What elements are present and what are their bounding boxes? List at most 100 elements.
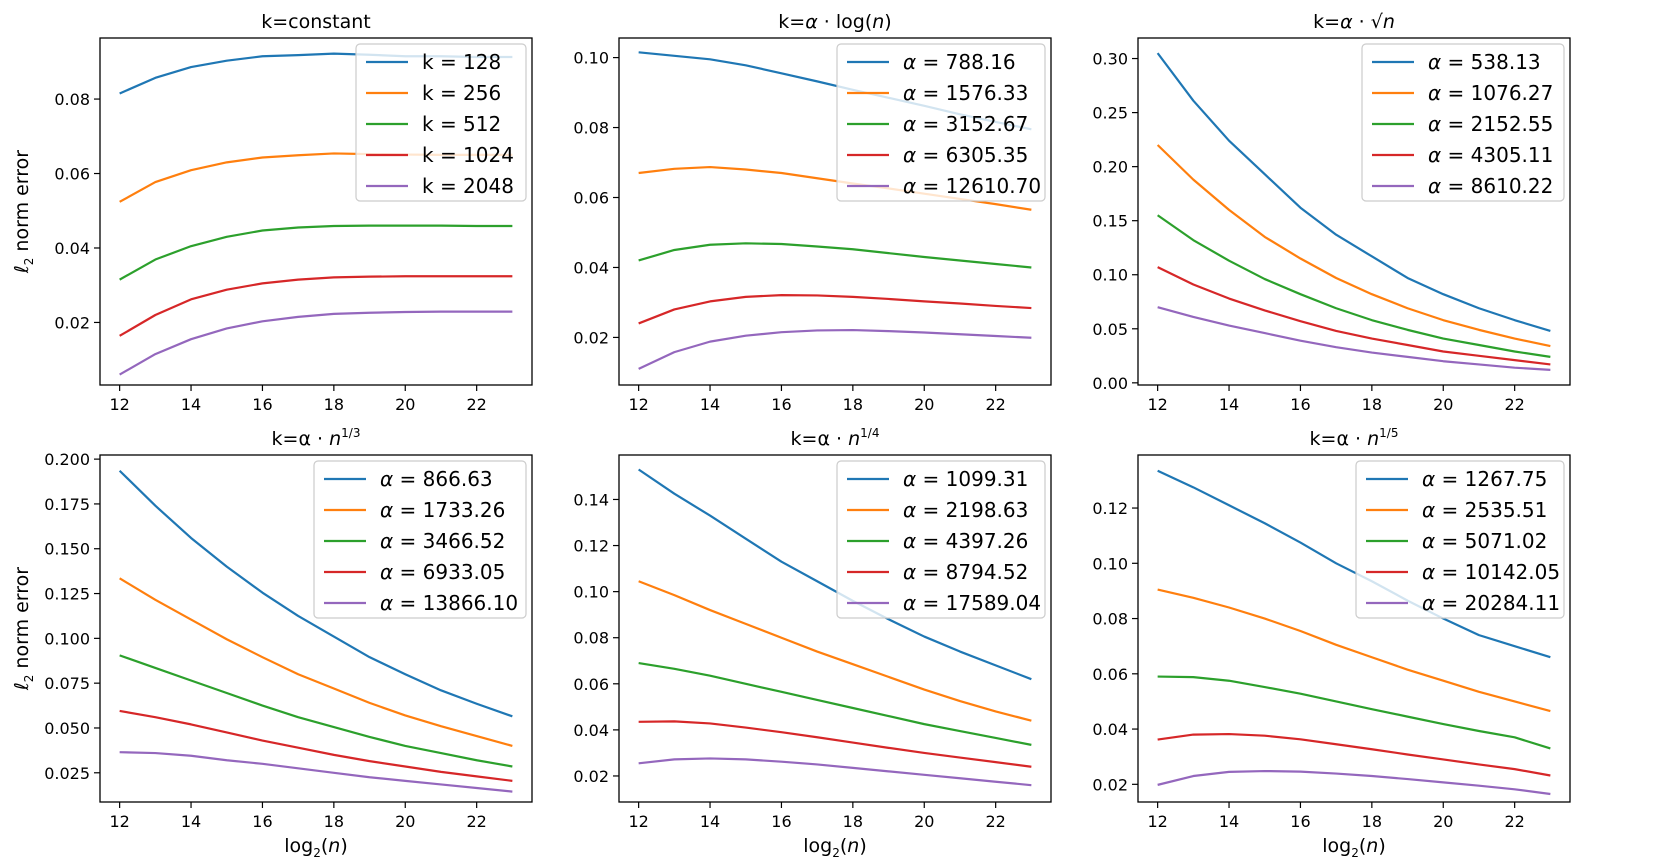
series-line-5: [638, 757, 1032, 787]
legend-entry: k = 2048: [422, 174, 514, 198]
legend: α = 788.16 α = 1576.33 α = 3152.67 α = 6305…: [836, 43, 1046, 202]
legend-entry: k = 256: [422, 81, 501, 105]
legend-box: [355, 43, 527, 202]
y-tick-label: 0.05: [1092, 320, 1128, 339]
series-line-3: [1157, 214, 1551, 358]
legend-entry: α = 4305.11: [1428, 143, 1553, 167]
legend-entry: α = 1099.31: [903, 467, 1028, 491]
y-tick-label: 0.10: [573, 49, 609, 68]
legend-entry: k = 512: [422, 112, 501, 136]
legend-box: [1361, 43, 1565, 202]
x-tick-label: 12: [628, 395, 648, 414]
series-line-1: [1157, 469, 1551, 659]
legend-entry: α = 866.63: [380, 467, 493, 491]
x-tick-label: 18: [324, 395, 344, 414]
legend-entry: α = 20284.11: [1422, 591, 1560, 615]
subplot-title: k=α · n1/4: [791, 426, 880, 450]
y-tick-label: 0.075: [44, 674, 90, 693]
y-axis-label: ℓ2 norm error: [11, 567, 36, 691]
series-line-3: [119, 654, 513, 768]
axes-frame: [1137, 454, 1571, 803]
y-tick-label: 0.08: [54, 90, 90, 109]
x-tick-label: 18: [1362, 395, 1382, 414]
x-tick-label: 22: [466, 812, 486, 831]
legend-entry: α = 1576.33: [903, 81, 1028, 105]
y-tick-label: 0.06: [573, 189, 609, 208]
x-tick-label: 16: [1290, 395, 1310, 414]
x-tick-label: 14: [1219, 812, 1239, 831]
series-line-2: [119, 577, 513, 747]
legend-entry: α = 8610.22: [1428, 174, 1553, 198]
x-tick-label: 12: [628, 812, 648, 831]
legend-entry: α = 8794.52: [903, 560, 1028, 584]
y-tick-label: 0.10: [573, 583, 609, 602]
legend: α = 538.13 α = 1076.27 α = 2152.55 α = 4305…: [1361, 43, 1565, 202]
y-tick-label: 0.06: [573, 675, 609, 694]
y-tick-label: 0.12: [1092, 499, 1128, 518]
x-tick-label: 12: [1147, 812, 1167, 831]
legend-box: [1355, 460, 1565, 619]
y-tick-label: 0.04: [54, 239, 90, 258]
x-tick-label: 20: [1433, 395, 1453, 414]
y-tick-label: 0.025: [44, 764, 90, 783]
x-tick-label: 22: [985, 812, 1005, 831]
y-tick-label: 0.02: [1092, 775, 1128, 794]
x-axis-label: log2(n): [284, 835, 348, 860]
x-tick-label: 14: [1219, 395, 1239, 414]
legend-box: [836, 460, 1046, 619]
x-tick-label: 14: [181, 812, 201, 831]
subplot-title: k=α · n1/5: [1310, 426, 1399, 450]
y-tick-label: 0.30: [1092, 50, 1128, 69]
series-line-5: [119, 751, 513, 793]
legend-entry: α = 2152.55: [1428, 112, 1553, 136]
y-tick-label: 0.14: [573, 490, 609, 509]
series-line-3: [119, 224, 513, 281]
subplot-5: k=α · n1/4 12 14 16 18 20 22 0.02 0.04 0.06 0.08 0.…: [573, 426, 1052, 860]
x-tick-label: 16: [252, 812, 272, 831]
x-tick-label: 20: [914, 812, 934, 831]
legend-entry: α = 5071.02: [1422, 529, 1547, 553]
y-tick-label: 0.125: [44, 585, 90, 604]
y-tick-label: 0.02: [54, 313, 90, 332]
legend-entry: α = 10142.05: [1422, 560, 1560, 584]
series-line-5: [1157, 769, 1551, 796]
subplot-1: k=constant 12 14 16 18 20 22 0.02 0.04 0.06 0.08 k …: [11, 11, 533, 414]
legend-entry: α = 3466.52: [380, 529, 505, 553]
legend-entry: α = 3152.67: [903, 112, 1028, 136]
axes-frame: [1137, 37, 1571, 386]
series-line-4: [638, 720, 1032, 768]
y-tick-label: 0.08: [1092, 610, 1128, 629]
series-line-3: [638, 661, 1032, 746]
axes-frame: [99, 454, 533, 803]
x-tick-label: 18: [1362, 812, 1382, 831]
x-tick-label: 22: [466, 395, 486, 414]
legend-box: [836, 43, 1046, 202]
y-tick-label: 0.20: [1092, 158, 1128, 177]
series-line-5: [638, 328, 1032, 370]
series-line-1: [638, 468, 1032, 681]
legend: α = 1099.31 α = 2198.63 α = 4397.26 α = 879…: [836, 460, 1046, 619]
x-tick-label: 14: [700, 395, 720, 414]
y-tick-label: 0.175: [44, 495, 90, 514]
legend: α = 1267.75 α = 2535.51 α = 5071.02 α = 101…: [1355, 460, 1565, 619]
subplot-2: k=α · log(n) 12 14 16 18 20 22 0.02 0.04 0.06 0.08…: [573, 11, 1052, 414]
y-tick-label: 0.15: [1092, 212, 1128, 231]
series-line-2: [1157, 588, 1551, 713]
x-tick-label: 16: [771, 395, 791, 414]
series-line-2: [638, 580, 1032, 722]
legend-entry: α = 4397.26: [903, 529, 1028, 553]
series-line-2: [1156, 144, 1551, 348]
y-tick-label: 0.04: [573, 258, 609, 277]
y-tick-label: 0.06: [54, 165, 90, 184]
legend-entry: α = 12610.70: [903, 174, 1041, 198]
legend-entry: k = 1024: [422, 143, 514, 167]
subplot-3: k=α · √n 12 14 16 18 20 22 0.00 0.05 0.10 0.15 0.20…: [1092, 11, 1571, 414]
legend-entry: α = 17589.04: [903, 591, 1041, 615]
legend-entry: α = 13866.10: [380, 591, 518, 615]
series-line-5: [119, 310, 513, 376]
x-tick-label: 12: [1147, 395, 1167, 414]
series-line-1: [118, 469, 513, 718]
y-tick-label: 0.050: [44, 719, 90, 738]
axes-frame: [99, 37, 533, 386]
